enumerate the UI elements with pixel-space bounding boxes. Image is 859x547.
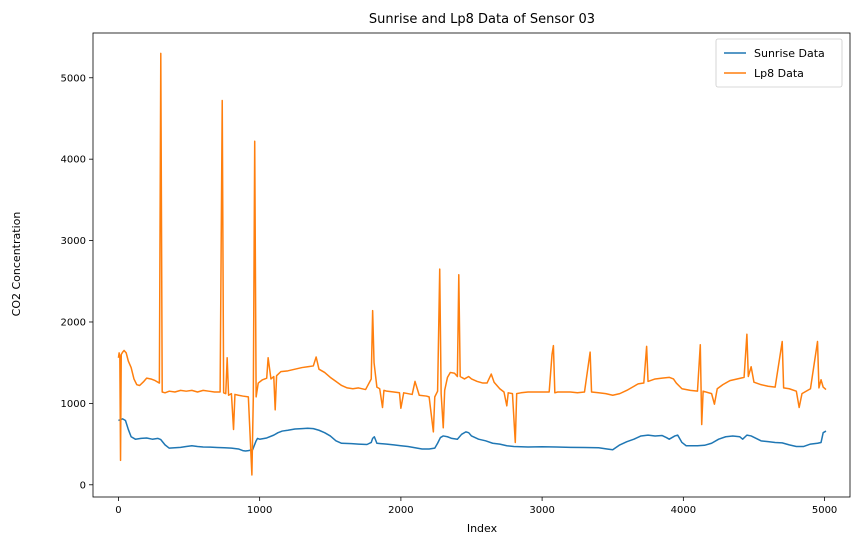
y-tick-label: 4000 — [61, 155, 86, 166]
y-axis-ticks: 0 1000 2000 3000 4000 5000 — [61, 73, 93, 491]
legend-entry-label: Lp8 Data — [754, 67, 804, 80]
y-tick-label: 1000 — [61, 399, 86, 410]
x-axis-label: Index — [467, 522, 498, 535]
legend-entry-label: Sunrise Data — [754, 47, 825, 60]
chart-title: Sunrise and Lp8 Data of Sensor 03 — [369, 12, 595, 27]
legend-box — [715, 38, 843, 88]
x-tick-label: 1000 — [247, 505, 272, 516]
x-tick-label: 2000 — [388, 505, 413, 516]
plot-area — [92, 32, 851, 498]
plot-frame — [92, 32, 851, 498]
x-axis-ticks: 0 1000 2000 3000 4000 5000 — [115, 497, 837, 516]
x-tick-label: 0 — [115, 505, 121, 516]
x-tick-label: 5000 — [812, 505, 837, 516]
y-tick-label: 0 — [80, 480, 86, 491]
y-axis-label: CO2 Concentration — [10, 212, 23, 317]
y-tick-label: 5000 — [61, 73, 86, 84]
x-tick-label: 3000 — [529, 505, 554, 516]
y-tick-label: 2000 — [61, 317, 86, 328]
series-line-sunrise-data — [118, 418, 827, 452]
series-line-lp8-data — [117, 52, 827, 476]
legend: Sunrise Data Lp8 Data — [715, 38, 843, 88]
x-tick-label: 4000 — [671, 505, 696, 516]
y-tick-label: 3000 — [61, 236, 86, 247]
